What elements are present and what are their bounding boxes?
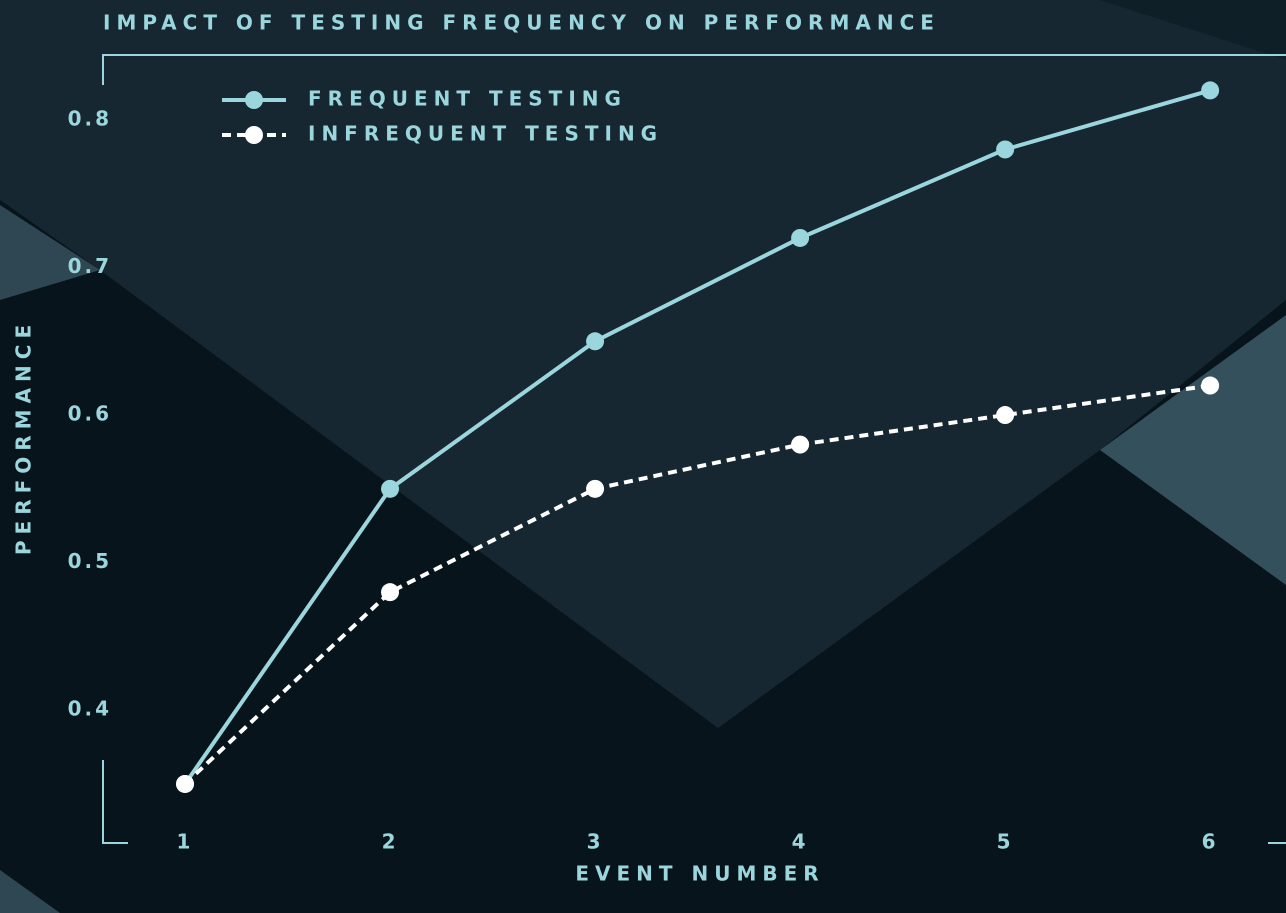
data-point [996, 406, 1015, 425]
y-axis-label: PERFORMANCE [12, 319, 36, 555]
data-point [176, 774, 195, 793]
y-tick-label: 0.8 [68, 106, 112, 130]
chart-title: IMPACT OF TESTING FREQUENCY ON PERFORMAN… [103, 11, 940, 35]
legend-marker [245, 126, 263, 144]
x-tick-label: 2 [382, 830, 399, 854]
data-point [791, 435, 810, 454]
y-tick-label: 0.6 [68, 402, 112, 426]
data-point [791, 228, 810, 247]
data-point [381, 479, 400, 498]
series-line [183, 383, 1211, 786]
data-point [586, 479, 605, 498]
series-line [183, 88, 1211, 786]
legend-marker [245, 91, 263, 109]
data-point [381, 583, 400, 602]
legend-label: FREQUENT TESTING [308, 87, 627, 111]
data-point [586, 332, 605, 351]
data-point [1201, 81, 1220, 100]
data-point [1201, 376, 1220, 395]
axis-spines [102, 760, 1286, 844]
y-tick-label: 0.7 [68, 254, 112, 278]
frame [102, 54, 1286, 85]
y-tick-label: 0.5 [68, 549, 112, 573]
x-tick-label: 1 [177, 830, 194, 854]
x-tick-label: 4 [792, 830, 809, 854]
x-axis-label: EVENT NUMBER [575, 862, 824, 886]
x-tick-label: 3 [587, 830, 604, 854]
x-tick-label: 5 [997, 830, 1014, 854]
y-tick-label: 0.4 [68, 697, 112, 721]
legend-label: INFREQUENT TESTING [308, 122, 663, 146]
data-point [996, 140, 1015, 159]
x-tick-label: 6 [1202, 830, 1219, 854]
